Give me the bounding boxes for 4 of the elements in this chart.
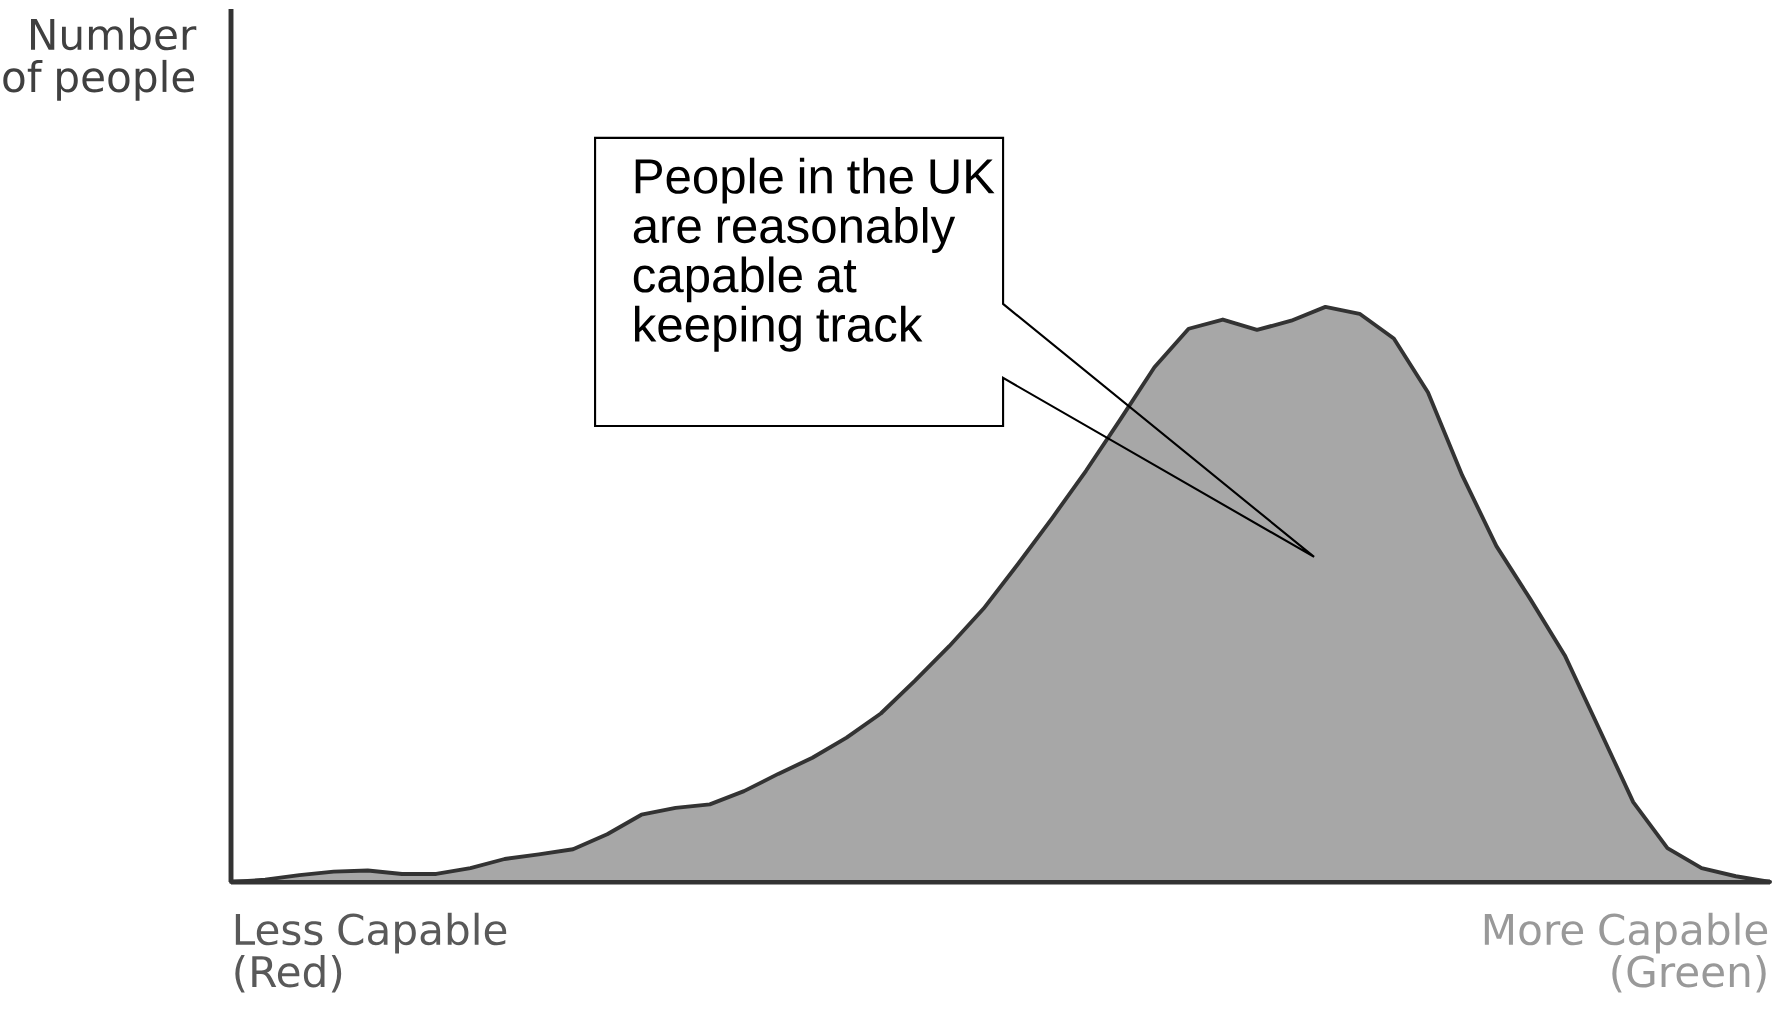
text: More Capable (Green) [1484,912,1768,993]
annotation: People in the UK are reasonably capable at keeping track [633,157,995,352]
text: Less Capable (Red) [235,912,507,993]
y-axis-title: Number of people [3,17,197,101]
